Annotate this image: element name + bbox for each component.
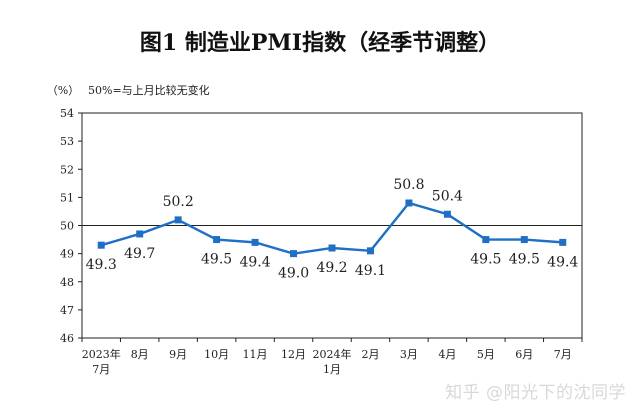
x-tick-label: 2023年 [82,347,121,361]
y-tick-label: 52 [60,163,74,176]
data-point [443,210,451,218]
y-tick-label: 51 [60,191,74,204]
data-label: 50.2 [163,194,194,210]
x-tick-label: 4月 [438,348,456,361]
data-point [366,247,374,255]
data-label: 50.4 [432,188,463,204]
data-label: 49.5 [509,252,540,268]
x-tick-label: 6月 [515,348,533,361]
data-point [97,241,105,249]
x-tick-label: 5月 [477,348,495,361]
data-point [136,230,144,238]
x-tick-label: 11月 [243,348,268,361]
data-point [251,238,259,246]
data-point [559,238,567,246]
watermark: 知乎 @阳光下的沈同学 [445,383,626,403]
data-label: 49.4 [547,254,578,270]
y-tick-label: 49 [60,248,74,261]
data-label: 49.2 [316,260,347,276]
x-tick-label: 2024年 [313,347,352,361]
x-tick-label: 3月 [400,348,418,361]
x-tick-label: 10月 [204,348,229,361]
chart-title: 图1 制造业PMI指数（经季节调整） [140,30,500,56]
data-point [482,236,490,244]
data-point [520,236,528,244]
data-label: 49.5 [470,252,501,268]
data-label: 49.4 [239,254,270,270]
x-tick-label: 1月 [323,363,341,376]
x-tick-label: 2月 [361,348,379,361]
x-tick-label: 8月 [131,348,149,361]
y-tick-label: 50 [60,220,74,233]
data-label: 49.7 [124,246,155,262]
data-point [290,250,298,258]
data-label: 50.8 [393,177,424,193]
y-tick-label: 48 [60,276,74,289]
x-tick-label: 9月 [169,348,187,361]
data-point [328,244,336,252]
reference-note: 50%=与上月比较无变化 [88,83,210,97]
data-label: 49.1 [355,263,386,279]
data-label: 49.0 [278,266,309,282]
plot-area: 46 47 48 49 50 51 52 53 54 2023年 7月 8月 9月 10月 11月 12月 20… [60,107,583,376]
x-tick-label: 12月 [281,348,306,361]
data-point [174,216,182,224]
x-tick-label: 7月 [554,348,572,361]
x-tick-label: 7月 [92,363,110,376]
y-tick-label: 46 [60,332,74,345]
data-point [213,236,221,244]
y-tick-label: 54 [60,107,74,120]
unit-label: （%） [47,84,79,97]
data-label: 49.5 [201,252,232,268]
data-point [405,199,413,207]
y-tick-label: 53 [60,135,74,148]
data-label: 49.3 [86,257,117,273]
y-tick-label: 47 [60,304,74,317]
